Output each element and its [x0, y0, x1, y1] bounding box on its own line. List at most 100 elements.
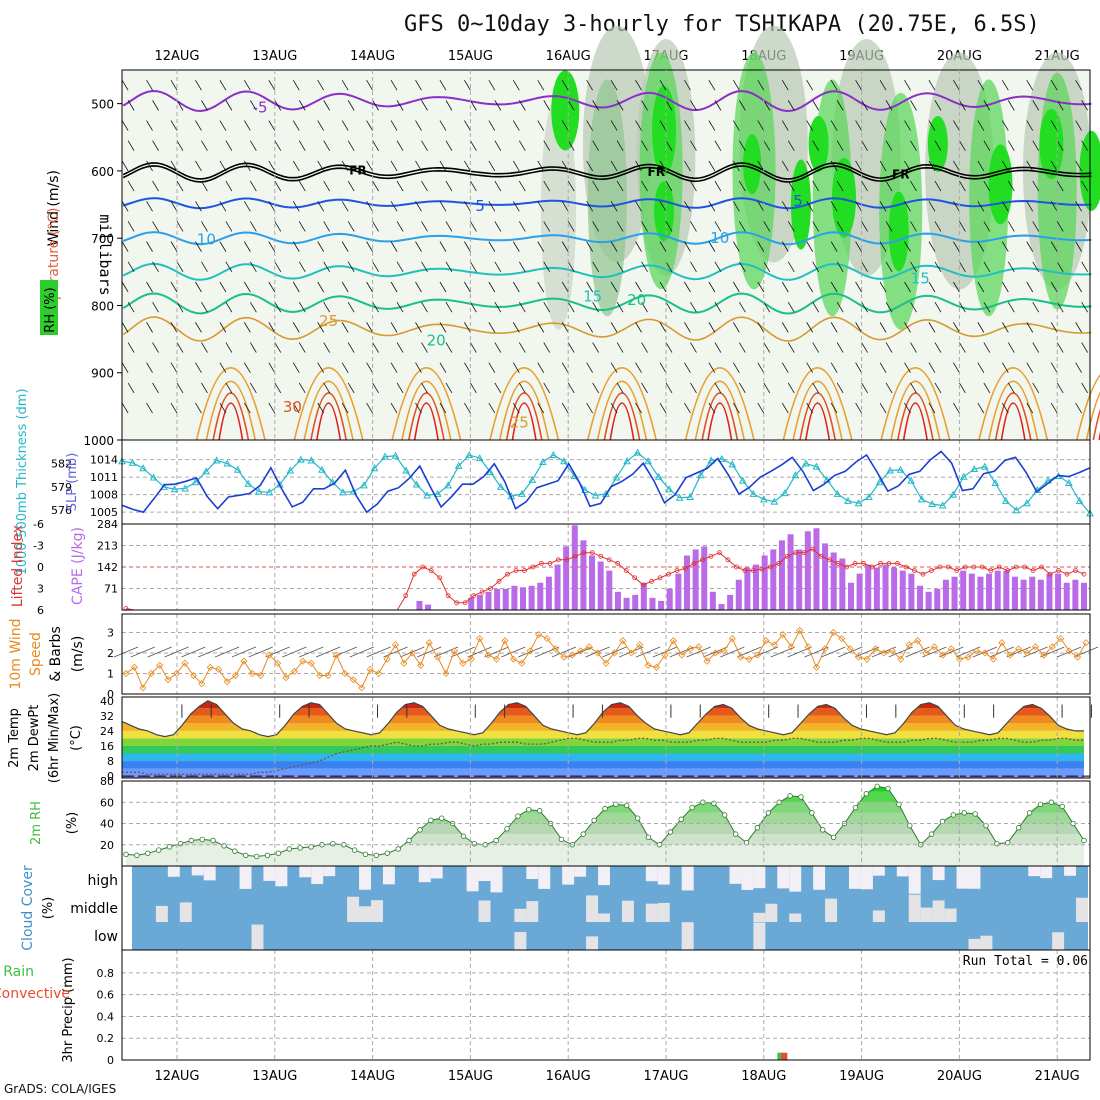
wind10m-marker [821, 645, 829, 653]
contour-label: 25 [510, 414, 529, 432]
rh2m-marker [743, 839, 750, 846]
li-marker [801, 550, 807, 556]
rh2m-marker [798, 794, 804, 800]
wind-barb [512, 241, 520, 252]
cape-bar [545, 576, 552, 610]
rh-band [126, 812, 1084, 824]
wind-barb [977, 281, 985, 293]
wind-barb [739, 140, 746, 151]
rh2m-marker [384, 850, 390, 856]
wind-barb [512, 201, 520, 212]
wind-barb [714, 382, 722, 394]
wind-barb [977, 322, 985, 333]
bottom-day-label: 17AUG [643, 1069, 688, 1084]
thickness-marker [1075, 496, 1084, 504]
wind-barb [757, 281, 765, 293]
wind-barb [592, 382, 599, 394]
rh-saturated-patch [988, 144, 1013, 225]
li-marker [123, 606, 129, 611]
rh2m-marker [362, 851, 369, 858]
li-marker [666, 571, 671, 577]
wind-barb [390, 79, 398, 91]
wind-barb [659, 160, 667, 172]
cape-bar [692, 549, 699, 610]
wind-barb [806, 241, 814, 252]
wind-barb [757, 120, 765, 131]
wind-barb [928, 322, 936, 333]
wind-barb [518, 140, 526, 151]
wind10m-marker [450, 647, 458, 655]
wind-barb [372, 221, 379, 232]
wind-barb [616, 221, 624, 232]
li-marker [818, 553, 824, 559]
cloud-row-label: low [94, 929, 118, 945]
thickness-marker [1012, 506, 1021, 514]
wind10m-tick-label: 1 [107, 667, 114, 680]
wind10m-barb [770, 646, 795, 658]
wind-barb [977, 402, 985, 414]
temp-isotherm-warm [994, 392, 1032, 441]
wind-barb [176, 100, 184, 111]
wind10m-marker [130, 663, 138, 671]
wind-barb [250, 221, 257, 232]
wind-barb [543, 382, 551, 394]
li-marker [861, 561, 866, 566]
thickness-axis-label: 1000-500mb Thickness (dm) [15, 388, 30, 575]
top-day-label: 16AUG [546, 49, 591, 64]
wind-barb [983, 180, 991, 192]
wind-barb [292, 322, 300, 333]
wind-barb [1050, 322, 1058, 333]
rh2m-marker [634, 815, 641, 821]
wind-barb [170, 362, 178, 373]
wind10m-marker [257, 671, 265, 680]
wind-barb [708, 160, 716, 172]
wind10m-tick-label: 0 [107, 688, 114, 701]
wind-barb [421, 342, 428, 353]
wind-barb [1026, 281, 1034, 293]
wind-barb [366, 362, 373, 373]
cloud-gap [574, 866, 587, 877]
freezing-level [122, 165, 1092, 183]
wind-barb [390, 160, 398, 172]
cloud-gap [729, 866, 742, 884]
wind10m-barb [1073, 646, 1099, 658]
wind10m-marker [391, 641, 400, 649]
rh2m-marker [395, 846, 401, 852]
wind-barb [690, 261, 697, 273]
wind-barb [195, 402, 202, 414]
wind-barb [298, 140, 306, 151]
wind10m-marker [728, 635, 736, 643]
temp-isotherm-warm [407, 392, 445, 441]
cape-bar [718, 603, 725, 610]
wind-barb [274, 342, 282, 353]
cloud-gap [645, 866, 658, 882]
temp2m-tick-label: 32 [100, 710, 114, 723]
rh-saturated-patch [652, 85, 677, 176]
cape-bar [554, 564, 561, 610]
wind10m-marker [636, 641, 644, 649]
wind-barb [464, 281, 471, 293]
wind-barb [537, 160, 545, 172]
wind-barb [146, 362, 153, 373]
li-marker [1039, 564, 1045, 570]
wind-barb [439, 362, 447, 373]
wind10m-marker [375, 669, 383, 678]
rh2m-marker [950, 812, 957, 818]
wind-barb [567, 382, 575, 394]
wind10m-marker [1040, 651, 1048, 659]
wind-barb [537, 362, 545, 373]
temp-isotherm-warm [701, 392, 739, 441]
wind-barb [781, 322, 789, 333]
li-marker [428, 568, 434, 573]
temp-isotherm-warm [902, 402, 928, 441]
wind-barb [885, 221, 893, 232]
temp-isotherm-warm [978, 367, 1049, 441]
cape-frame [121, 523, 1091, 611]
wind-barb [244, 402, 251, 414]
li-marker [674, 568, 680, 573]
wind-barb [1050, 241, 1058, 252]
thickness-marker [318, 465, 326, 473]
wind-barb [610, 79, 618, 91]
cape-bar [735, 579, 742, 610]
cloud-gap [598, 913, 610, 922]
